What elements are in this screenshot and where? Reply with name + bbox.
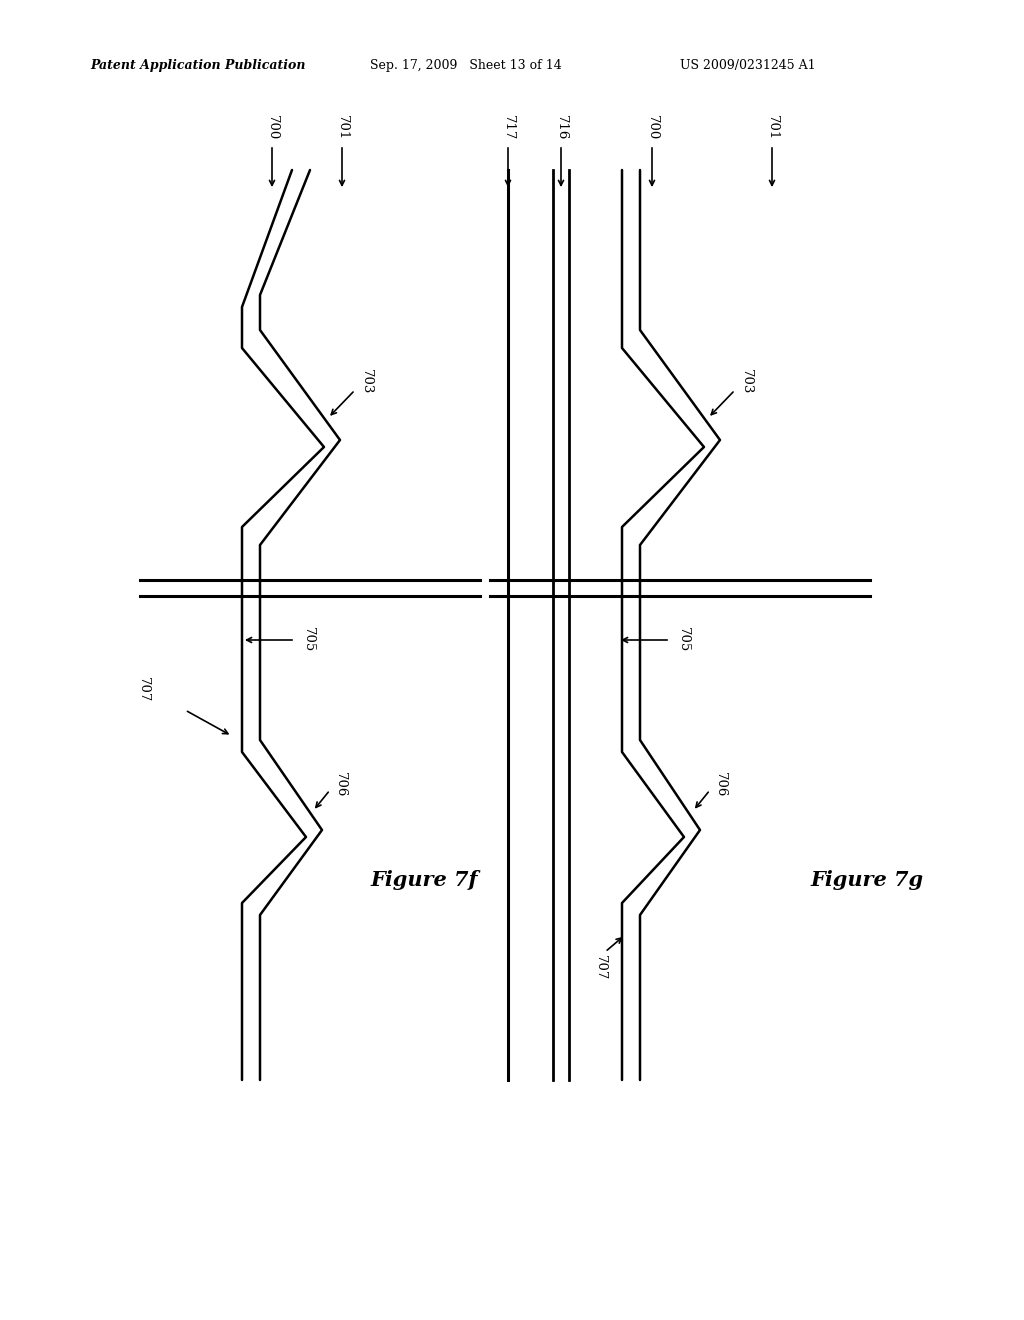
Text: 703: 703 (739, 370, 753, 395)
Text: 716: 716 (555, 115, 567, 140)
Text: 700: 700 (645, 115, 658, 140)
Text: Figure 7f: Figure 7f (370, 870, 477, 890)
Text: Sep. 17, 2009   Sheet 13 of 14: Sep. 17, 2009 Sheet 13 of 14 (370, 58, 562, 71)
Text: 705: 705 (677, 627, 689, 652)
Text: 701: 701 (766, 115, 778, 140)
Text: 706: 706 (714, 772, 726, 797)
Text: 707: 707 (594, 956, 606, 981)
Text: 701: 701 (336, 115, 348, 140)
Text: Figure 7g: Figure 7g (810, 870, 923, 890)
Text: 717: 717 (502, 115, 514, 140)
Text: 700: 700 (265, 115, 279, 140)
Text: 703: 703 (359, 370, 373, 395)
Text: 705: 705 (301, 627, 314, 652)
Text: 707: 707 (136, 677, 150, 702)
Text: US 2009/0231245 A1: US 2009/0231245 A1 (680, 58, 816, 71)
Text: 706: 706 (334, 772, 346, 797)
Text: Patent Application Publication: Patent Application Publication (90, 58, 305, 71)
